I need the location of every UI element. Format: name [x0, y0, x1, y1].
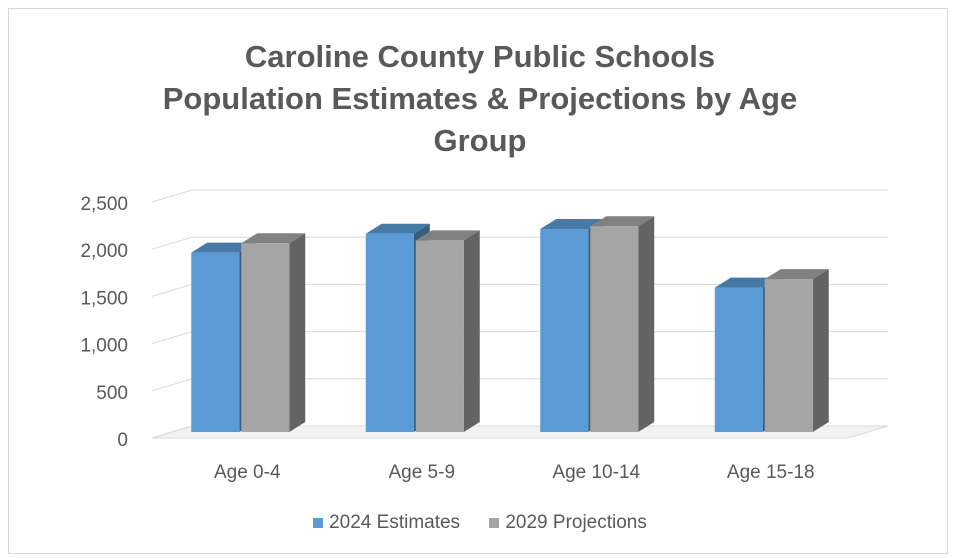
bar-top — [365, 223, 430, 234]
legend-label-2024: 2024 Estimates — [329, 512, 461, 533]
bar-side — [812, 269, 829, 432]
y-tick-label: 0 — [117, 430, 128, 451]
legend-item-2024: 2024 Estimates — [313, 512, 460, 534]
bar — [764, 279, 813, 432]
bar — [590, 226, 639, 432]
gridline — [151, 236, 888, 250]
bar-top — [241, 233, 306, 244]
legend-swatch-2029 — [489, 518, 500, 528]
bar-top — [540, 219, 605, 230]
bar-top — [764, 269, 829, 280]
x-tick-label: Age 15-18 — [727, 462, 815, 483]
chart-floor-plane — [151, 425, 889, 439]
y-tick-label: 2,000 — [80, 241, 128, 262]
y-axis-ticks: 0 500 1,000 1,500 2,000 2,500 — [80, 194, 128, 451]
x-tick-label: Age 10-14 — [552, 462, 640, 483]
bar-side — [638, 216, 655, 432]
bar — [191, 252, 240, 432]
y-tick-label: 1,500 — [80, 288, 128, 309]
x-axis-ticks: Age 0-4 Age 5-9 Age 10-14 Age 15-18 — [214, 462, 815, 483]
bar-top — [714, 277, 779, 288]
bar — [241, 243, 290, 432]
bar-top — [590, 216, 655, 227]
x-tick-label: Age 5-9 — [388, 462, 455, 483]
chart-floor — [151, 425, 889, 439]
y-tick-label: 2,500 — [80, 194, 128, 215]
bars — [191, 216, 829, 432]
chart-title: Caroline County Public Schools Populatio… — [0, 36, 960, 162]
bar — [540, 229, 589, 432]
chart-title-line-2: Population Estimates & Projections by Ag… — [162, 81, 798, 116]
legend-swatch-2024 — [313, 518, 324, 528]
bar — [365, 233, 414, 432]
gridline — [151, 189, 888, 203]
chart-title-line-1: Caroline County Public Schools — [244, 39, 716, 74]
bar-side — [289, 233, 306, 432]
bar — [415, 240, 464, 432]
y-tick-label: 1,000 — [80, 336, 128, 357]
bar-side — [463, 230, 480, 432]
y-tick-label: 500 — [96, 383, 128, 404]
legend: 2024 Estimates 2029 Projections — [0, 512, 960, 534]
legend-item-2029: 2029 Projections — [489, 512, 647, 534]
legend-label-2029: 2029 Projections — [505, 512, 647, 533]
x-tick-label: Age 0-4 — [214, 462, 281, 483]
bar-top — [415, 230, 480, 241]
bar — [714, 287, 763, 432]
bar-top — [191, 242, 256, 253]
chart-title-line-3: Group — [433, 123, 527, 158]
